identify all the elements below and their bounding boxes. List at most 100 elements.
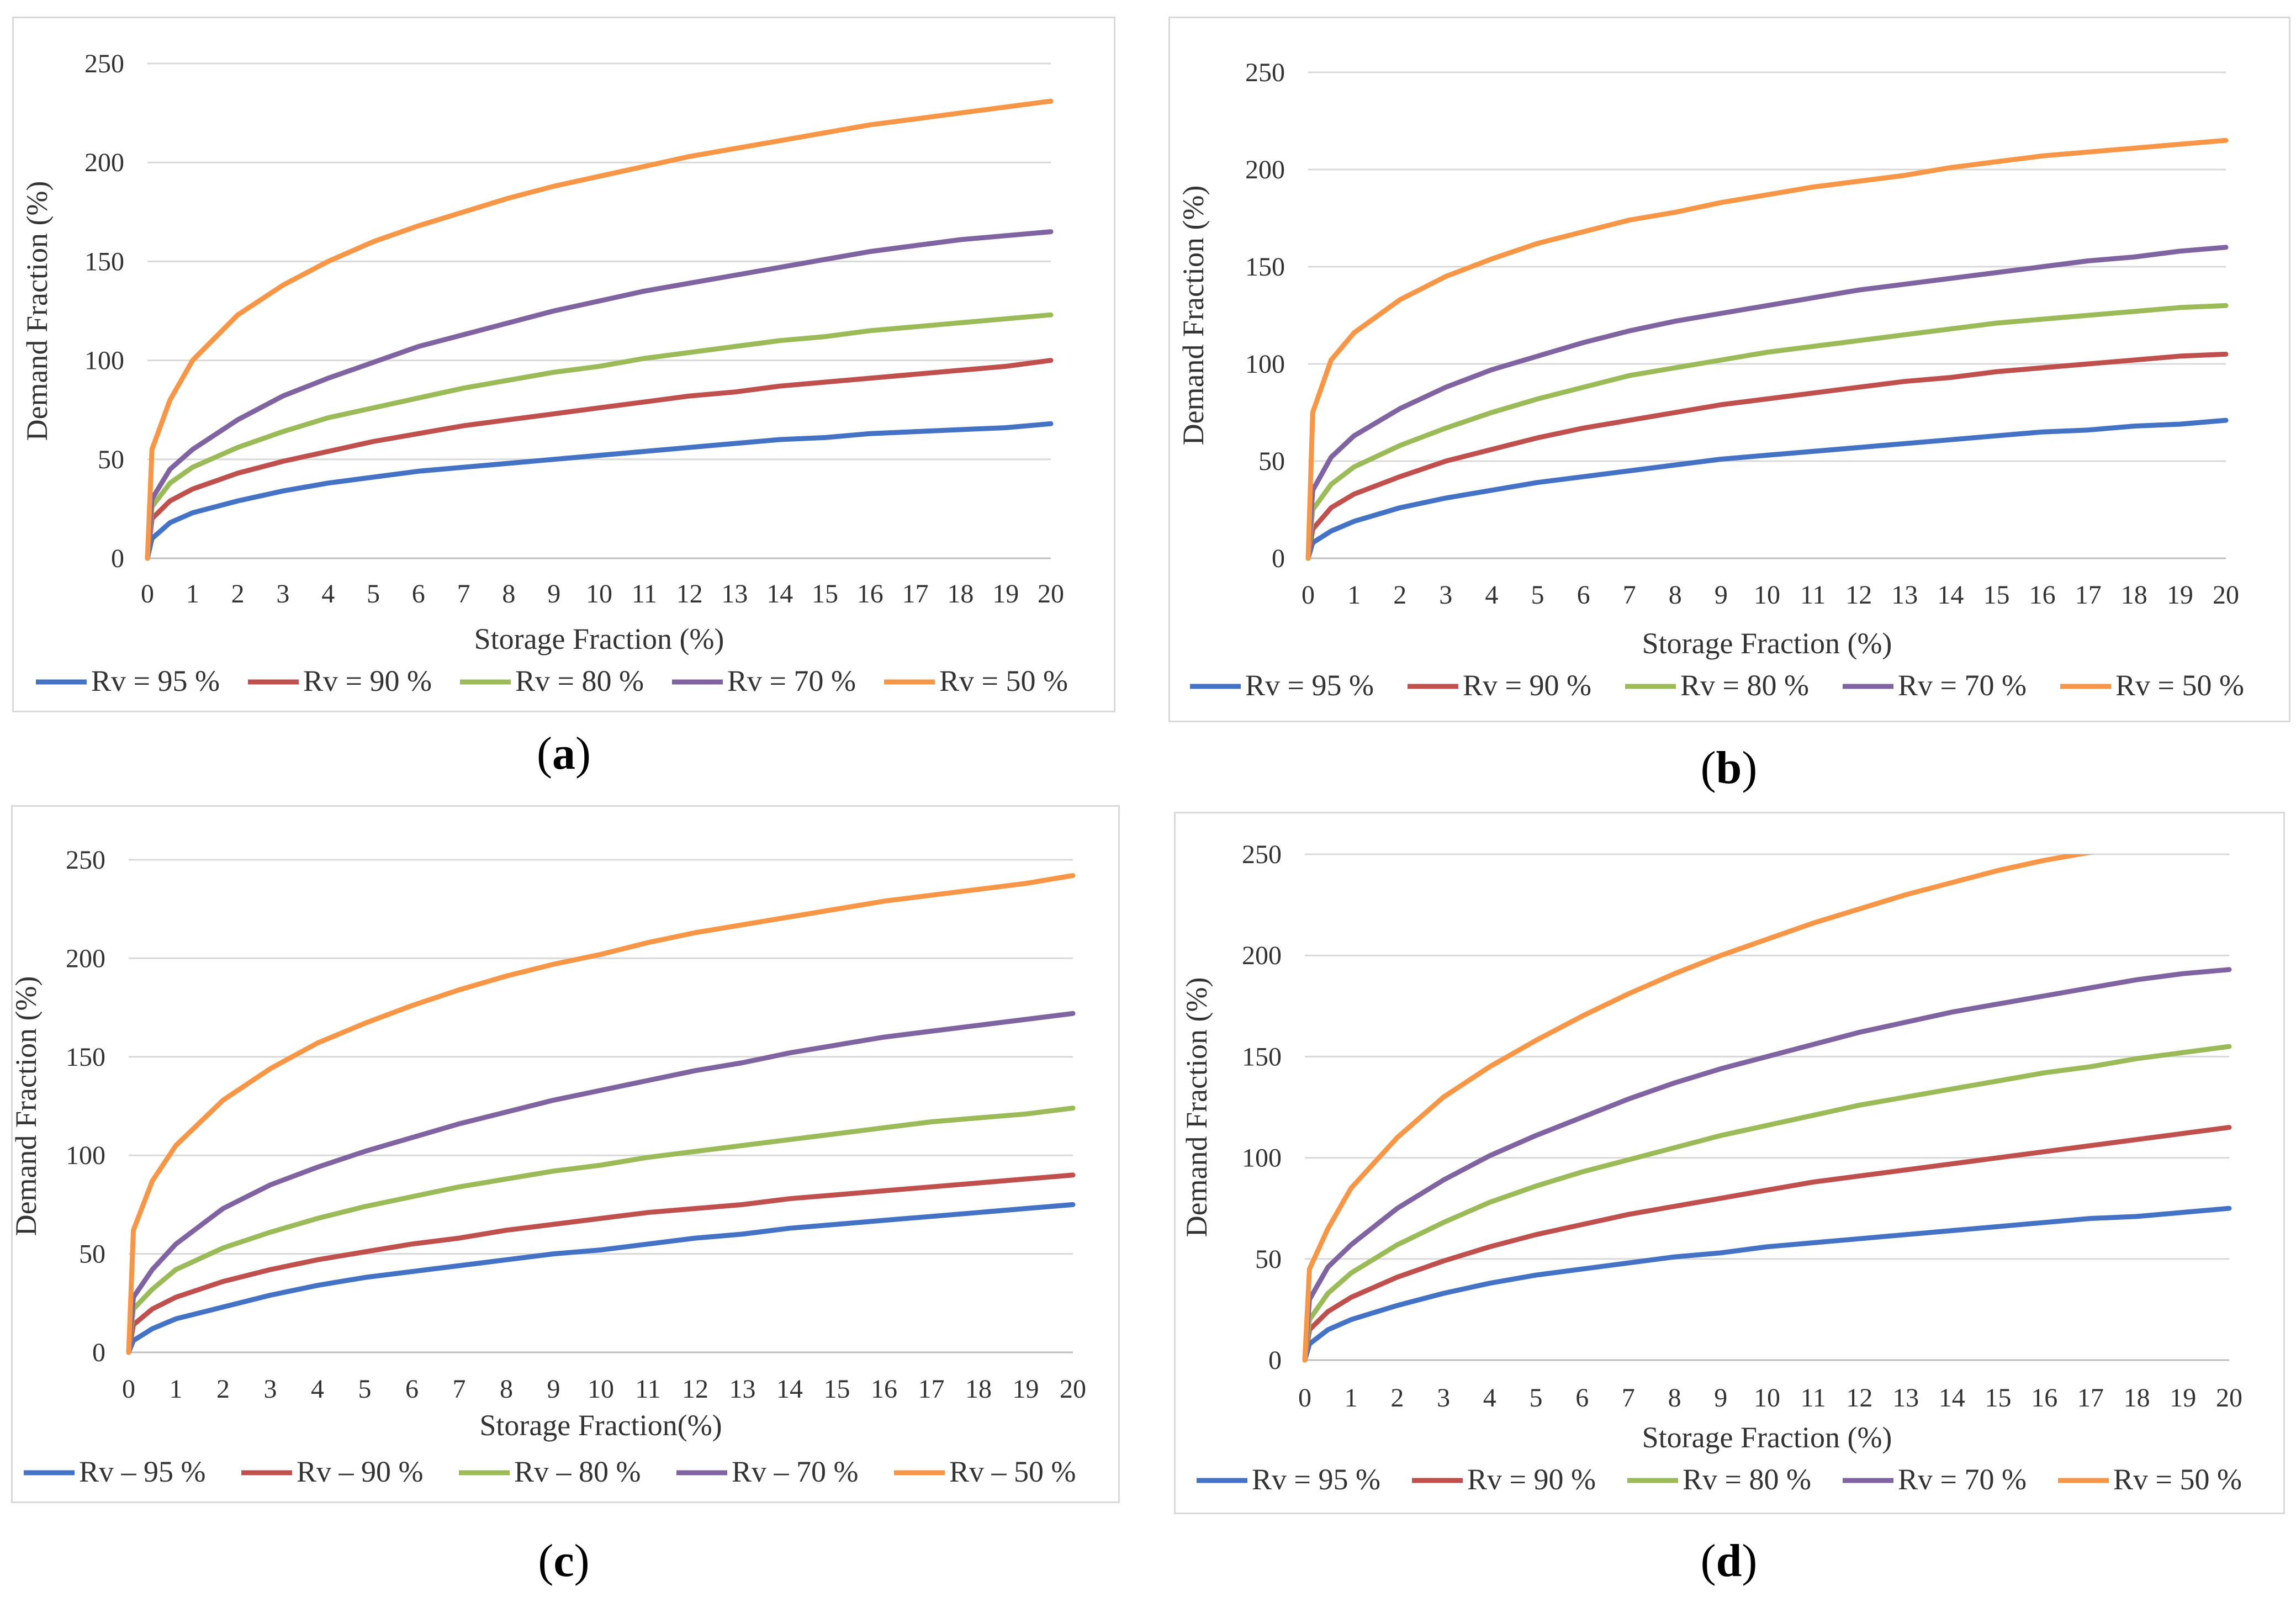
x-tick-a-7: 7	[457, 579, 470, 609]
x-axis-title-c: Storage Fraction(%)	[479, 1409, 722, 1442]
y-tick-a-0: 0	[111, 544, 124, 573]
y-tick-d-150: 150	[1242, 1042, 1282, 1071]
y-tick-c-100: 100	[66, 1141, 105, 1170]
x-tick-c-5: 5	[358, 1374, 372, 1404]
y-tick-a-100: 100	[84, 346, 124, 376]
x-tick-a-5: 5	[367, 579, 380, 609]
legend-label-a-rv90: Rv = 90 %	[303, 664, 432, 697]
x-tick-d-14: 14	[1939, 1383, 1965, 1413]
x-tick-a-10: 10	[586, 579, 612, 609]
x-tick-b-13: 13	[1891, 580, 1918, 610]
y-tick-c-0: 0	[92, 1338, 105, 1367]
x-tick-a-11: 11	[632, 579, 657, 609]
legend-label-c-rv80: Rv – 80 %	[514, 1455, 641, 1488]
x-tick-c-0: 0	[122, 1374, 135, 1404]
x-tick-d-16: 16	[2031, 1383, 2057, 1413]
x-tick-c-14: 14	[776, 1374, 803, 1404]
x-tick-d-11: 11	[1801, 1383, 1826, 1413]
x-tick-c-8: 8	[500, 1374, 513, 1404]
y-tick-b-250: 250	[1245, 58, 1285, 87]
x-tick-c-20: 20	[1060, 1374, 1086, 1404]
x-tick-d-10: 10	[1754, 1383, 1780, 1413]
y-tick-b-200: 200	[1245, 155, 1285, 184]
series-line-c-rv70	[126, 1011, 1076, 1355]
caption-d-letter: d	[1716, 1535, 1742, 1587]
x-tick-a-12: 12	[676, 579, 703, 609]
x-tick-a-8: 8	[502, 579, 515, 609]
x-tick-c-11: 11	[635, 1374, 660, 1404]
y-tick-b-150: 150	[1245, 252, 1285, 282]
legend-label-c-rv90: Rv – 90 %	[297, 1455, 424, 1488]
caption-c-letter: c	[553, 1535, 574, 1587]
x-tick-a-4: 4	[321, 579, 335, 609]
chart-panel-a: 0 50 100 150 200 250 0 1 2 3 4 5 6 7 8 9 10 11 12 13 14 15 16 1…	[12, 17, 1115, 712]
y-tick-c-150: 150	[66, 1043, 105, 1072]
x-tick-d-8: 8	[1668, 1383, 1681, 1413]
x-tick-c-4: 4	[311, 1374, 324, 1404]
legend-label-c-rv95: Rv – 95 %	[79, 1455, 206, 1488]
legend-label-b-rv90: Rv = 90 %	[1463, 669, 1591, 702]
x-tick-c-9: 9	[547, 1374, 560, 1404]
y-tick-c-50: 50	[79, 1240, 105, 1269]
x-tick-c-10: 10	[588, 1374, 614, 1404]
x-tick-c-3: 3	[264, 1374, 277, 1404]
x-tick-b-0: 0	[1302, 580, 1315, 610]
x-tick-a-20: 20	[1038, 579, 1064, 609]
caption-d: (d)	[1700, 1535, 1758, 1587]
x-tick-c-2: 2	[216, 1374, 230, 1404]
y-tick-d-50: 50	[1255, 1245, 1282, 1274]
x-tick-a-18: 18	[947, 579, 974, 609]
y-tick-d-100: 100	[1242, 1144, 1282, 1173]
x-tick-c-15: 15	[824, 1374, 850, 1404]
legend-label-c-rv70: Rv – 70 %	[732, 1455, 859, 1488]
x-tick-b-1: 1	[1347, 580, 1361, 610]
x-tick-c-19: 19	[1013, 1374, 1039, 1404]
legend-label-b-rv95: Rv = 95 %	[1245, 669, 1374, 702]
series-line-b-rv50	[1305, 138, 2229, 561]
legend-label-c-rv50: Rv – 50 %	[949, 1455, 1076, 1488]
x-tick-d-2: 2	[1390, 1383, 1404, 1413]
y-tick-d-0: 0	[1268, 1346, 1282, 1375]
series-line-a-rv95	[145, 421, 1054, 561]
x-tick-c-17: 17	[918, 1374, 945, 1404]
legend-label-a-rv70: Rv = 70 %	[727, 664, 856, 697]
x-tick-b-17: 17	[2075, 580, 2102, 610]
x-tick-d-4: 4	[1483, 1383, 1496, 1413]
series-line-c-rv50	[126, 873, 1076, 1355]
x-tick-d-3: 3	[1437, 1383, 1450, 1413]
series-line-d-rv90	[1302, 1125, 2232, 1363]
y-tick-b-0: 0	[1272, 544, 1285, 573]
x-tick-a-14: 14	[766, 579, 793, 609]
series-line-a-rv70	[145, 229, 1054, 561]
x-tick-b-15: 15	[1983, 580, 2010, 610]
legend-label-a-rv95: Rv = 95 %	[91, 664, 220, 697]
x-tick-b-10: 10	[1754, 580, 1780, 610]
x-tick-a-2: 2	[231, 579, 245, 609]
x-tick-d-9: 9	[1714, 1383, 1727, 1413]
series-line-d-rv95	[1302, 1205, 2232, 1363]
y-axis-title-d: Demand Fraction (%)	[1180, 977, 1213, 1238]
x-tick-a-6: 6	[412, 579, 425, 609]
x-axis-title-a: Storage Fraction (%)	[474, 622, 724, 655]
legend-label-b-rv50: Rv = 50 %	[2115, 669, 2244, 702]
y-axis-title-b: Demand Fraction (%)	[1177, 186, 1210, 446]
x-tick-b-18: 18	[2121, 580, 2147, 610]
x-tick-a-19: 19	[992, 579, 1019, 609]
x-tick-d-17: 17	[2077, 1383, 2104, 1413]
x-tick-b-7: 7	[1623, 580, 1636, 610]
y-tick-a-50: 50	[98, 445, 124, 474]
x-tick-d-7: 7	[1622, 1383, 1635, 1413]
caption-c: (c)	[538, 1535, 590, 1587]
legend-label-d-rv80: Rv = 80 %	[1683, 1463, 1811, 1496]
y-tick-c-200: 200	[66, 944, 105, 973]
series-line-b-rv95	[1305, 417, 2229, 561]
x-tick-c-7: 7	[453, 1374, 466, 1404]
x-tick-a-13: 13	[721, 579, 748, 609]
x-tick-a-16: 16	[857, 579, 884, 609]
series-line-b-rv80	[1305, 303, 2229, 561]
x-tick-d-19: 19	[2170, 1383, 2196, 1413]
x-tick-b-19: 19	[2167, 580, 2193, 610]
series-line-a-rv90	[145, 358, 1054, 561]
series-line-d-rv50	[1302, 854, 2093, 1363]
